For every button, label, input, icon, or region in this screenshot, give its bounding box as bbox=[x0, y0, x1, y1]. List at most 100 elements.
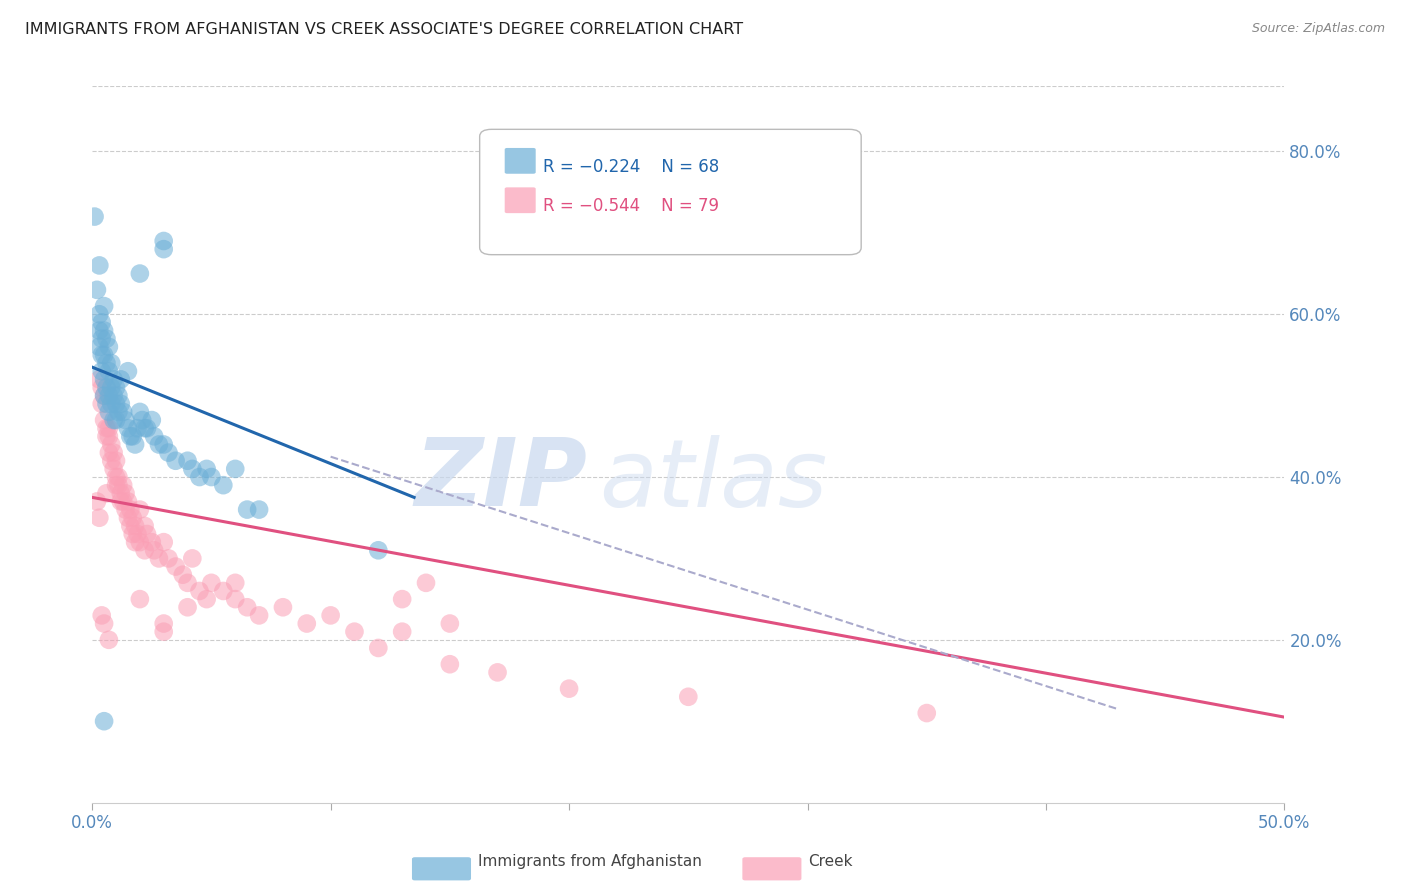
Point bbox=[188, 470, 211, 484]
Point bbox=[120, 519, 142, 533]
Point bbox=[367, 543, 389, 558]
Point bbox=[86, 494, 108, 508]
Point bbox=[152, 535, 174, 549]
Point bbox=[97, 389, 120, 403]
Point bbox=[121, 510, 143, 524]
Point bbox=[97, 364, 120, 378]
Point bbox=[117, 494, 139, 508]
Text: ZIP: ZIP bbox=[415, 434, 586, 526]
Point bbox=[148, 551, 170, 566]
Point bbox=[200, 470, 222, 484]
Point bbox=[117, 510, 139, 524]
Point bbox=[121, 429, 143, 443]
Point bbox=[103, 413, 125, 427]
Point bbox=[152, 234, 174, 248]
Point bbox=[157, 445, 180, 459]
Point bbox=[134, 543, 156, 558]
Point bbox=[224, 592, 246, 607]
Point bbox=[114, 413, 136, 427]
Point bbox=[96, 332, 118, 346]
Point bbox=[107, 470, 129, 484]
Point bbox=[915, 706, 938, 720]
Point bbox=[271, 600, 294, 615]
Point bbox=[86, 283, 108, 297]
Point bbox=[678, 690, 700, 704]
Point bbox=[107, 405, 129, 419]
Point bbox=[124, 519, 146, 533]
Point bbox=[128, 592, 150, 607]
Point bbox=[188, 584, 211, 599]
Point bbox=[415, 575, 437, 590]
Point bbox=[89, 307, 111, 321]
Point bbox=[103, 445, 125, 459]
Point bbox=[93, 714, 115, 729]
Point bbox=[128, 405, 150, 419]
Point bbox=[195, 592, 218, 607]
Point bbox=[439, 657, 461, 672]
Point bbox=[136, 421, 159, 435]
Point bbox=[96, 421, 118, 435]
Point bbox=[295, 616, 318, 631]
Point bbox=[90, 397, 112, 411]
Point bbox=[89, 372, 111, 386]
Point bbox=[120, 502, 142, 516]
Point bbox=[236, 600, 259, 615]
Point bbox=[128, 267, 150, 281]
Point bbox=[114, 486, 136, 500]
Point bbox=[486, 665, 509, 680]
Text: Creek: Creek bbox=[808, 854, 853, 869]
Point bbox=[103, 462, 125, 476]
Point bbox=[176, 575, 198, 590]
Point bbox=[134, 519, 156, 533]
Point bbox=[93, 389, 115, 403]
Point bbox=[247, 608, 270, 623]
Point bbox=[148, 437, 170, 451]
Point bbox=[90, 348, 112, 362]
Point bbox=[100, 454, 122, 468]
Text: R = −0.544    N = 79: R = −0.544 N = 79 bbox=[543, 197, 718, 215]
Point bbox=[100, 356, 122, 370]
Point bbox=[124, 535, 146, 549]
Point bbox=[93, 389, 115, 403]
Point bbox=[343, 624, 366, 639]
Point bbox=[124, 437, 146, 451]
Point bbox=[112, 405, 135, 419]
Point bbox=[100, 380, 122, 394]
Point bbox=[105, 470, 128, 484]
Point bbox=[391, 592, 413, 607]
Point bbox=[90, 608, 112, 623]
Point bbox=[200, 575, 222, 590]
Point bbox=[97, 340, 120, 354]
Point bbox=[141, 535, 163, 549]
Point bbox=[391, 624, 413, 639]
FancyBboxPatch shape bbox=[505, 187, 536, 213]
Point bbox=[93, 413, 115, 427]
FancyBboxPatch shape bbox=[505, 148, 536, 174]
Point bbox=[212, 478, 235, 492]
Point bbox=[141, 413, 163, 427]
Point bbox=[93, 616, 115, 631]
FancyBboxPatch shape bbox=[479, 129, 862, 255]
Point bbox=[131, 413, 153, 427]
Point bbox=[97, 429, 120, 443]
Text: Source: ZipAtlas.com: Source: ZipAtlas.com bbox=[1251, 22, 1385, 36]
Point bbox=[128, 535, 150, 549]
Point bbox=[96, 356, 118, 370]
Point bbox=[152, 616, 174, 631]
Point bbox=[97, 421, 120, 435]
Point bbox=[105, 413, 128, 427]
Point bbox=[136, 527, 159, 541]
Point bbox=[90, 380, 112, 394]
Point bbox=[90, 332, 112, 346]
Point bbox=[224, 462, 246, 476]
Point bbox=[143, 543, 166, 558]
Point bbox=[107, 478, 129, 492]
Point bbox=[212, 584, 235, 599]
Point bbox=[367, 640, 389, 655]
Point bbox=[96, 486, 118, 500]
Point bbox=[96, 429, 118, 443]
Point bbox=[93, 372, 115, 386]
Point bbox=[89, 340, 111, 354]
Point bbox=[107, 389, 129, 403]
Point bbox=[127, 421, 149, 435]
